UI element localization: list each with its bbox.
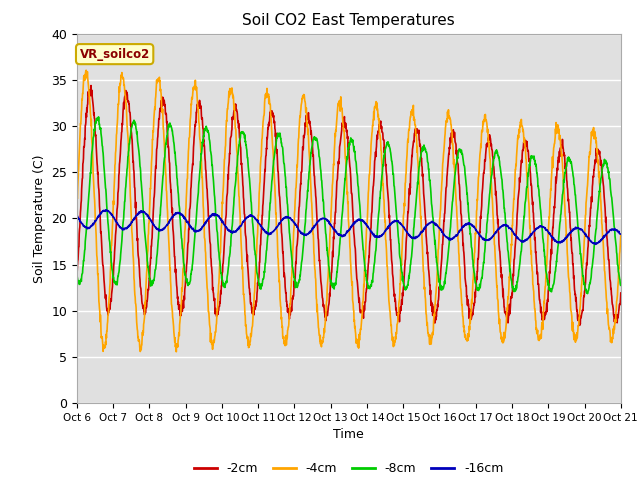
-4cm [104,312,112,317]
Text: VR_soilco2: VR_soilco2 [79,48,150,60]
Line: -8cm: -8cm [77,117,621,294]
-2cm [617,290,625,296]
-16cm [295,228,303,234]
-8cm [295,278,303,284]
-16cm [73,212,81,218]
-16cm [617,231,625,237]
-2cm [104,307,112,313]
-16cm [189,226,197,232]
-2cm [189,153,197,158]
-2cm [73,268,81,274]
-2cm [295,204,303,210]
-2cm [298,169,306,175]
Y-axis label: Soil Temperature (C): Soil Temperature (C) [33,154,45,283]
-8cm [617,283,625,288]
-8cm [73,272,81,277]
-16cm [298,230,306,236]
Legend: -2cm, -4cm, -8cm, -16cm: -2cm, -4cm, -8cm, -16cm [189,457,508,480]
-4cm [277,304,285,310]
Line: -2cm: -2cm [77,85,621,325]
-16cm [445,236,452,242]
-4cm [189,86,197,92]
-4cm [73,204,81,210]
-8cm [104,222,112,228]
-8cm [298,258,306,264]
-4cm [83,67,90,73]
Line: -16cm: -16cm [77,210,621,244]
-2cm [276,211,284,217]
-2cm [576,323,584,328]
-16cm [104,208,112,214]
-4cm [617,231,625,237]
-8cm [445,248,452,253]
X-axis label: Time: Time [333,429,364,442]
-4cm [445,115,452,121]
-16cm [276,219,284,225]
-4cm [296,123,303,129]
-8cm [584,291,591,297]
Line: -4cm: -4cm [77,70,621,352]
-8cm [276,136,284,142]
-4cm [298,96,306,101]
-4cm [172,349,180,355]
-16cm [102,207,110,213]
Title: Soil CO2 East Temperatures: Soil CO2 East Temperatures [243,13,455,28]
-2cm [87,83,95,88]
-16cm [592,241,600,247]
-8cm [189,253,197,259]
-2cm [445,155,452,160]
-8cm [95,114,102,120]
